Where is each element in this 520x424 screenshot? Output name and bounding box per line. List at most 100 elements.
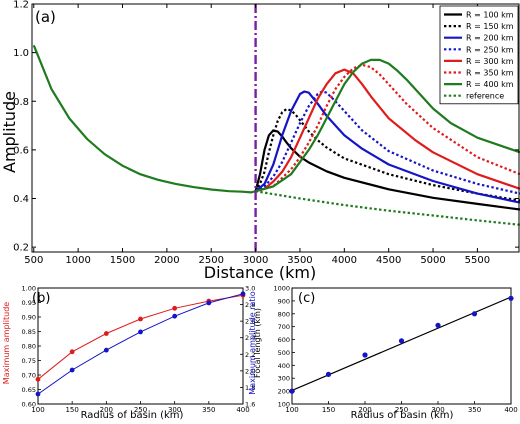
- panel-c-data-point: [325, 371, 332, 377]
- panel-a-series-lines: [32, 4, 520, 252]
- panel-c-y-tick-label: 1000: [273, 285, 290, 293]
- panel-c-frame: [291, 287, 512, 405]
- panel-a-x-tick-label: 3500: [287, 255, 312, 266]
- panel-a-y-tick-label: 1.0: [13, 48, 29, 59]
- panel-a-legend-label: R = 100 km: [466, 11, 514, 20]
- panel-a-label: (a): [35, 8, 56, 26]
- panel-a-x-tick-label: 3000: [243, 255, 268, 266]
- panel-b-right-y-tick-label: 2.2: [245, 351, 255, 359]
- panel-c-data-point: [471, 311, 478, 317]
- panel-c-data-point: [398, 338, 405, 344]
- panel-a-legend-box: [439, 5, 519, 105]
- panel-a-x-tick-label: 5000: [420, 255, 445, 266]
- panel-c-x-tick-label: 300: [431, 406, 444, 414]
- panel-b-series-line: [37, 293, 244, 395]
- panel-c-x-tick-label: 150: [322, 406, 335, 414]
- panel-a-x-tick-label: 4500: [376, 255, 401, 266]
- panel-b-left-axis-label: Maximum amplitude: [2, 302, 11, 384]
- panel-a-x-tick-label: 1500: [110, 255, 135, 266]
- panel-b-x-tick-label: 400: [236, 406, 249, 414]
- panel-b-data-point: [69, 349, 75, 355]
- panel-c-y-tick-label: 300: [278, 375, 290, 383]
- panel-b-x-tick-label: 350: [202, 406, 215, 414]
- panel-b-x-tick-label: 150: [65, 406, 78, 414]
- panel-b-label: (b): [32, 291, 50, 306]
- panel-a-x-tick-label: 5500: [465, 255, 490, 266]
- panel-c-x-tick-label: 200: [358, 406, 371, 414]
- panel-b-data-point: [103, 347, 109, 353]
- panel-a-shared-curve: [32, 44, 256, 194]
- panel-c-data-point: [289, 388, 295, 394]
- panel-b-data-point: [206, 300, 212, 306]
- panel-b-series-line: [37, 294, 244, 380]
- panel-c-label: (c): [298, 291, 315, 306]
- panel-c-data-point: [435, 322, 441, 328]
- panel-a-legend-label: R = 350 km: [466, 69, 514, 78]
- panel-c-y-tick-label: 900: [278, 297, 290, 305]
- panel-a-x-tick-label: 2000: [154, 255, 179, 266]
- panel-a-series-line: [254, 107, 520, 202]
- panel-b-data-point: [138, 329, 143, 335]
- panel-a-legend-label: reference: [466, 92, 504, 101]
- panel-b-left-y-tick-label: 0.75: [22, 357, 36, 365]
- panel-b-left-y-tick-label: 1.00: [22, 285, 36, 293]
- panel-b-right-axis-label: Maximum amplitude ratio: [248, 291, 257, 394]
- panel-a-y-tick-label: 0.6: [13, 145, 29, 156]
- panel-c-data-point: [508, 295, 514, 301]
- panel-a-frame: [31, 3, 520, 253]
- panel-a-series-line: [255, 58, 520, 193]
- panel-c-x-tick-label: 250: [395, 406, 408, 414]
- panel-b-x-tick-label: 250: [134, 406, 147, 414]
- panel-a-y-tick-label: 0.4: [13, 194, 29, 205]
- panel-c-x-tick-label: 100: [285, 406, 298, 414]
- panel-b-right-y-tick-label: 2.6: [245, 318, 255, 326]
- panel-a-legend-label: R = 200 km: [466, 34, 514, 43]
- panel-c-x-axis-label: Radius of basin (km): [351, 410, 454, 421]
- panel-a-legend-label: R = 400 km: [466, 80, 514, 89]
- panel-a-x-tick-label: 500: [24, 255, 43, 266]
- panel-a-axes: 500 1000 1500 2000 2500 3000 3500 4000 4500 5000 5…: [13, 0, 520, 266]
- panel-b-left-y-tick-label: 0.70: [22, 372, 36, 380]
- panel-b-data-point: [138, 316, 143, 322]
- panel-a-x-tick-label: 2500: [199, 255, 224, 266]
- panel-a-y-tick-label: 1.2: [13, 0, 29, 11]
- panel-a-legend-label: R = 250 km: [466, 45, 514, 54]
- panel-a-series-line: [254, 129, 520, 211]
- panel-b-left-y-tick-label: 0.95: [22, 299, 36, 307]
- panel-b-data-point: [103, 331, 109, 336]
- panel-c-y-tick-label: 600: [278, 336, 290, 344]
- panel-b-data-point: [172, 305, 178, 311]
- panel-a-series-line: [254, 90, 520, 204]
- panel-b-x-tick-label: 300: [168, 406, 181, 414]
- panel-c-data-point: [362, 352, 368, 358]
- panel-c-y-tick-label: 400: [278, 362, 290, 370]
- panel-b-data-point: [172, 313, 178, 319]
- panel-b-right-y-tick-label: 3.0: [245, 285, 255, 293]
- panel-b-left-y-tick-label: 0.60: [22, 401, 36, 409]
- panel-b-left-y-tick-label: 0.90: [22, 314, 36, 322]
- panel-b-x-axis-label: Radius of basin (km): [81, 410, 184, 421]
- panel-b-plot-area: 100 150 200 250 300 350 400 0.60 0.65 0.70 0.75 0.8…: [22, 285, 256, 415]
- panel-a-series-line: [255, 90, 520, 195]
- panel-b-right-y-tick-label: 2.8: [245, 301, 255, 309]
- panel-c-y-tick-label: 700: [278, 323, 290, 331]
- panel-c-y-tick-label: 100: [278, 401, 290, 409]
- panel-a-x-axis-label: Distance (km): [204, 263, 316, 282]
- panel-a-legend: R = 100 km R = 150 km R = 200 km R = 250 km…: [439, 5, 519, 105]
- panel-c-x-tick-label: 400: [504, 406, 517, 414]
- panel-b-x-tick-label: 100: [31, 406, 44, 414]
- panel-a-y-axis-label: Amplitude: [0, 91, 19, 173]
- panel-a-y-tick-label: 0.8: [13, 97, 29, 108]
- panel-c-fit-line: [291, 296, 512, 392]
- panel-b-right-y-tick-label: 2.0: [245, 367, 255, 375]
- panel-a-x-tick-label: 1000: [65, 255, 90, 266]
- panel-a-series-line: [255, 68, 520, 193]
- panel-c-y-tick-label: 200: [278, 388, 290, 396]
- panel-c-focal-length: 100 150 200 250 300 350 400 100 200 300 400 500 600 7…: [253, 285, 518, 422]
- panel-b-left-y-tick-label: 0.80: [22, 343, 36, 351]
- panel-c-y-axis-label: Focal length (km): [253, 308, 262, 378]
- panel-b-left-y-tick-label: 0.65: [22, 386, 36, 394]
- panel-b-right-y-tick-label: 1.8: [245, 384, 255, 392]
- panel-a-legend-label: R = 300 km: [466, 57, 514, 66]
